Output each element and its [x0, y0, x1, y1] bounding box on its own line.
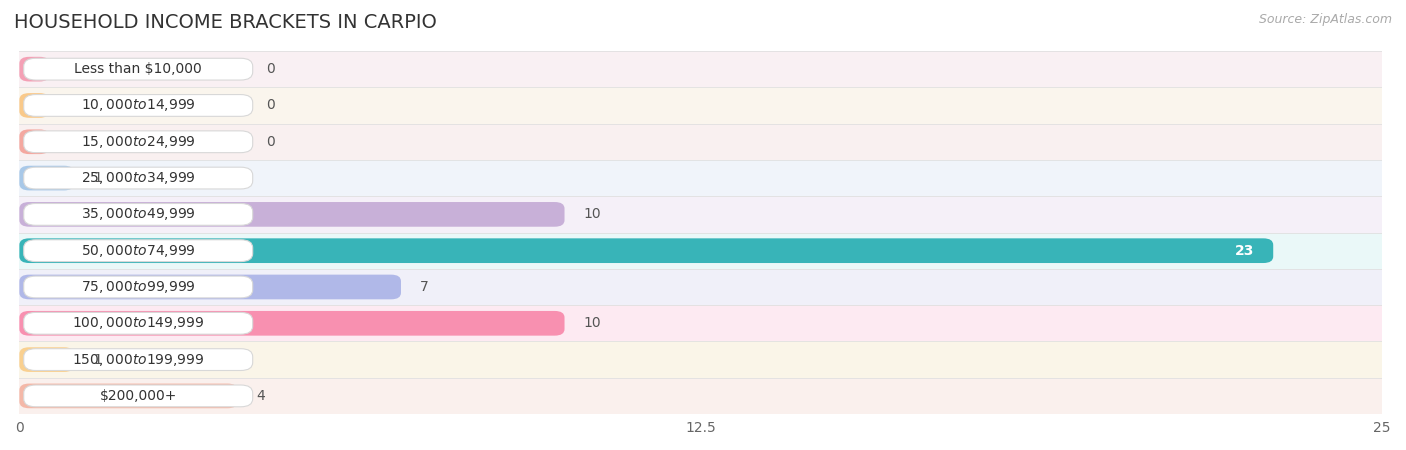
Text: $25,000 to $34,999: $25,000 to $34,999 [80, 170, 195, 186]
Bar [20, 124, 1382, 160]
FancyBboxPatch shape [20, 383, 238, 408]
FancyBboxPatch shape [24, 385, 253, 407]
Bar [20, 233, 1382, 269]
Bar [20, 269, 1382, 305]
Text: 0: 0 [266, 135, 276, 149]
FancyBboxPatch shape [20, 347, 75, 372]
Text: $200,000+: $200,000+ [100, 389, 177, 403]
FancyBboxPatch shape [24, 240, 253, 261]
FancyBboxPatch shape [24, 203, 253, 225]
FancyBboxPatch shape [20, 202, 565, 227]
Text: $10,000 to $14,999: $10,000 to $14,999 [80, 98, 195, 113]
Text: 7: 7 [420, 280, 429, 294]
Text: $50,000 to $74,999: $50,000 to $74,999 [80, 243, 195, 259]
Bar [20, 342, 1382, 378]
FancyBboxPatch shape [24, 167, 253, 189]
Text: 23: 23 [1234, 244, 1254, 258]
FancyBboxPatch shape [24, 312, 253, 334]
FancyBboxPatch shape [20, 130, 49, 154]
Text: Source: ZipAtlas.com: Source: ZipAtlas.com [1258, 14, 1392, 27]
FancyBboxPatch shape [20, 57, 49, 81]
FancyBboxPatch shape [24, 349, 253, 370]
FancyBboxPatch shape [20, 93, 49, 118]
FancyBboxPatch shape [20, 238, 1274, 263]
Text: $35,000 to $49,999: $35,000 to $49,999 [80, 207, 195, 222]
FancyBboxPatch shape [24, 94, 253, 117]
FancyBboxPatch shape [20, 166, 75, 190]
Bar [20, 51, 1382, 87]
Bar [20, 378, 1382, 414]
Text: 0: 0 [266, 62, 276, 76]
Text: 1: 1 [93, 171, 101, 185]
FancyBboxPatch shape [24, 276, 253, 298]
Text: 10: 10 [583, 207, 602, 221]
Text: 10: 10 [583, 316, 602, 330]
Bar [20, 160, 1382, 196]
Text: 4: 4 [256, 389, 266, 403]
Text: 1: 1 [93, 353, 101, 367]
Text: 0: 0 [266, 99, 276, 112]
Text: $75,000 to $99,999: $75,000 to $99,999 [80, 279, 195, 295]
FancyBboxPatch shape [24, 131, 253, 153]
Text: $15,000 to $24,999: $15,000 to $24,999 [80, 134, 195, 150]
Text: Less than $10,000: Less than $10,000 [75, 62, 202, 76]
Text: $150,000 to $199,999: $150,000 to $199,999 [72, 351, 204, 368]
Bar [20, 196, 1382, 233]
Text: $100,000 to $149,999: $100,000 to $149,999 [72, 315, 204, 331]
Bar [20, 87, 1382, 124]
Text: HOUSEHOLD INCOME BRACKETS IN CARPIO: HOUSEHOLD INCOME BRACKETS IN CARPIO [14, 14, 437, 32]
Bar [20, 305, 1382, 342]
FancyBboxPatch shape [20, 311, 565, 336]
FancyBboxPatch shape [24, 58, 253, 80]
FancyBboxPatch shape [20, 274, 401, 299]
